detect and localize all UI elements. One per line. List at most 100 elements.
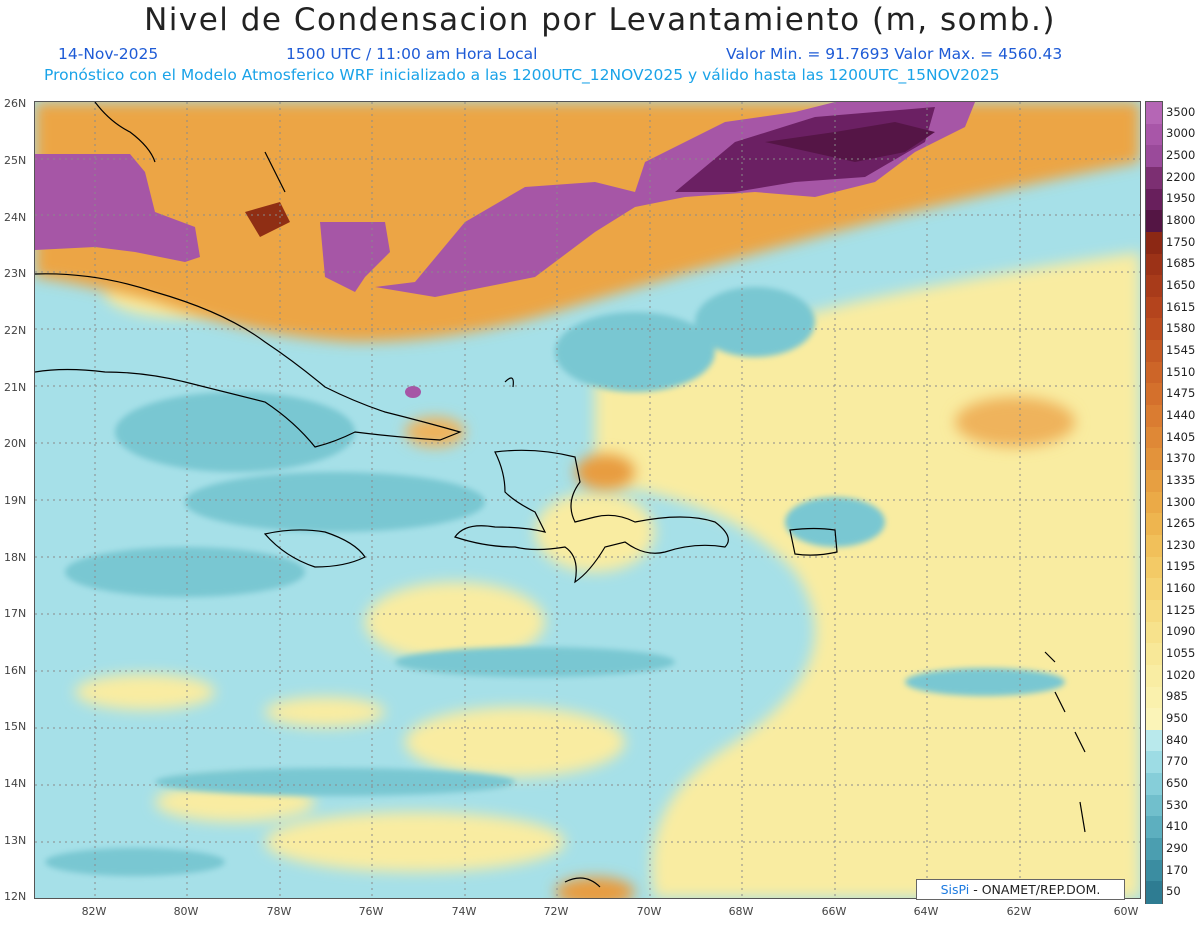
- lat-label: 20N: [4, 437, 27, 450]
- sispi-logo: SisPi: [940, 882, 970, 897]
- colorbar-tick-label: 770: [1166, 754, 1188, 769]
- colorbar-segment: [1146, 773, 1162, 796]
- colorbar-segment: [1146, 838, 1162, 861]
- colorbar-tick-label: 1950: [1166, 191, 1196, 206]
- colorbar-tick-label: 3000: [1166, 126, 1196, 141]
- lat-label: 16N: [4, 664, 27, 677]
- lat-label: 18N: [4, 551, 27, 564]
- colorbar-tick-label: 1055: [1166, 646, 1196, 661]
- forecast-date: 14-Nov-2025: [58, 45, 159, 63]
- lon-label: 72W: [543, 905, 569, 918]
- colorbar-segment: [1146, 513, 1162, 536]
- andros-coast: [264, 151, 286, 193]
- lon-label: 68W: [728, 905, 754, 918]
- colorbar-tick-label: 950: [1166, 710, 1188, 725]
- colorbar-segment: [1146, 318, 1162, 341]
- colorbar-segment: [1146, 102, 1162, 125]
- teal-streaks: [45, 287, 1065, 876]
- lon-label: 70W: [636, 905, 662, 918]
- colorbar-segment: [1146, 751, 1162, 774]
- colorbar-tick-label: 1160: [1166, 581, 1196, 596]
- colorbar-segment: [1146, 708, 1162, 731]
- south-america-coast: [564, 877, 601, 888]
- colorbar-segment: [1146, 816, 1162, 839]
- colorbar-tick-label: 1125: [1166, 602, 1196, 617]
- credit-org: - ONAMET/REP.DOM.: [969, 882, 1101, 897]
- lon-label: 78W: [266, 905, 292, 918]
- colorbar-tick-label: 1090: [1166, 624, 1196, 639]
- lon-label: 62W: [1006, 905, 1032, 918]
- colorbar-tick-label: 1370: [1166, 451, 1196, 466]
- colorbar-tick-label: 50: [1166, 884, 1181, 899]
- colorbar-segment: [1146, 470, 1162, 493]
- colorbar-segment: [1146, 578, 1162, 601]
- colorbar-tick-label: 1580: [1166, 321, 1196, 336]
- colorbar-segment: [1146, 275, 1162, 298]
- colorbar-segment: [1146, 231, 1162, 255]
- colorbar-tick-label: 410: [1166, 819, 1188, 834]
- coastlines: [35, 102, 1086, 888]
- lat-label: 15N: [4, 720, 27, 733]
- lat-label: 12N: [4, 890, 27, 903]
- florida-coast: [94, 102, 156, 163]
- colorbar-tick-label: 1545: [1166, 342, 1196, 357]
- colorbar-segment: [1146, 361, 1162, 385]
- lat-label: 14N: [4, 777, 27, 790]
- colorbar-segment: [1146, 686, 1162, 709]
- colorbar-segment: [1146, 534, 1162, 558]
- colorbar-tick-label: 1195: [1166, 559, 1196, 574]
- lon-label: 80W: [173, 905, 199, 918]
- colorbar-tick-label: 1335: [1166, 472, 1196, 487]
- colorbar-tick-label: 985: [1166, 689, 1188, 704]
- colorbar-segment: [1146, 426, 1162, 449]
- colorbar-segment: [1146, 556, 1162, 579]
- colorbar-segment: [1146, 296, 1162, 320]
- colorbar-segment: [1146, 123, 1162, 146]
- chart-title: Nivel de Condensacion por Levantamiento …: [144, 2, 1056, 38]
- colorbar-tick-label: 2200: [1166, 169, 1196, 184]
- colorbar-tick-label: 840: [1166, 732, 1188, 747]
- lat-label: 17N: [4, 607, 27, 620]
- min-max-values: Valor Min. = 91.7693 Valor Max. = 4560.4…: [726, 45, 1063, 63]
- lat-label: 26N: [4, 97, 27, 110]
- colorbar-segment: [1146, 729, 1162, 753]
- colorbar-segment: [1146, 253, 1162, 276]
- hispaniola-coast: [454, 449, 729, 584]
- colorbar-tick-label: 1750: [1166, 234, 1196, 249]
- colorbar-tick-label: 1800: [1166, 213, 1196, 228]
- colorbar-tick-label: 1475: [1166, 386, 1196, 401]
- lat-label: 25N: [4, 154, 27, 167]
- lon-label: 82W: [81, 905, 107, 918]
- high-lcl-regions: [35, 102, 975, 398]
- cuba-coast: [35, 273, 462, 448]
- grid-lines: [35, 102, 1140, 898]
- lcl-map: [34, 101, 1141, 899]
- colorbar-segment: [1146, 383, 1162, 406]
- lon-label: 64W: [913, 905, 939, 918]
- colorbar-segment: [1146, 599, 1162, 623]
- turks-caicos-coast: [504, 377, 514, 388]
- jamaica-coast: [263, 529, 366, 568]
- colorbar-tick-label: 650: [1166, 775, 1188, 790]
- colorbar-tick-label: 290: [1166, 840, 1188, 855]
- colorbar-tick-label: 1020: [1166, 667, 1196, 682]
- colorbar-segment: [1146, 859, 1162, 882]
- colorbar-segment: [1146, 145, 1162, 168]
- credit-box: SisPi - ONAMET/REP.DOM.: [916, 879, 1125, 900]
- colorbar-tick-label: 1650: [1166, 278, 1196, 292]
- colorbar-tick-label: 1300: [1166, 494, 1196, 509]
- colorbar-tick-label: 1265: [1166, 516, 1196, 531]
- lat-label: 13N: [4, 834, 27, 847]
- colorbar-segment: [1146, 166, 1162, 190]
- model-info: Pronóstico con el Modelo Atmosferico WRF…: [44, 66, 1000, 84]
- lon-label: 60W: [1113, 905, 1139, 918]
- colorbar-tick-label: 530: [1166, 797, 1188, 812]
- lon-label: 66W: [821, 905, 847, 918]
- lesser-antilles-coast: [1044, 651, 1086, 833]
- colorbar-segment: [1146, 794, 1162, 817]
- colorbar-tick-label: 170: [1166, 862, 1188, 877]
- colorbar-segment: [1146, 621, 1162, 644]
- colorbar-segment: [1146, 188, 1162, 211]
- colorbar-tick-label: 1230: [1166, 537, 1196, 552]
- colorbar: [1145, 101, 1163, 904]
